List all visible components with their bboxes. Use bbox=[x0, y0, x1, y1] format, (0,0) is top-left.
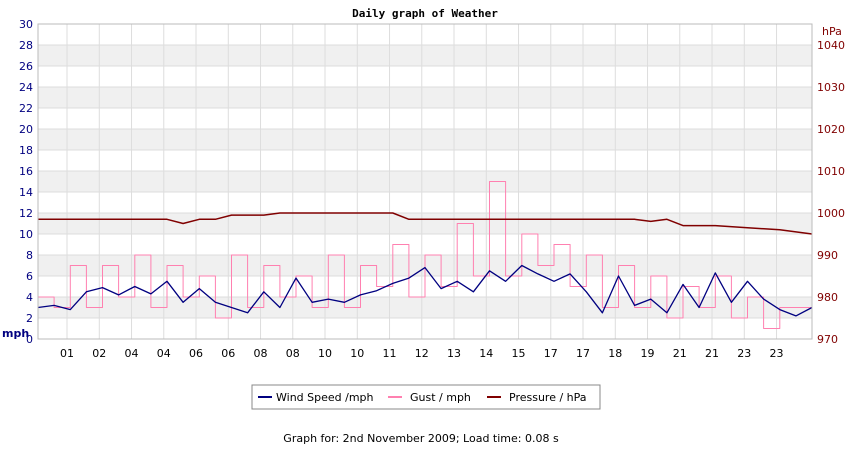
y-right-unit-label: hPa bbox=[822, 25, 842, 38]
gust-line bbox=[38, 181, 812, 329]
y-right-tick-label: 1030 bbox=[817, 81, 845, 94]
y-left-tick-label: 10 bbox=[19, 228, 33, 241]
x-tick-label: 21 bbox=[673, 347, 687, 360]
legend-wind-label: Wind Speed /mph bbox=[276, 391, 374, 404]
x-tick-label: 08 bbox=[286, 347, 300, 360]
x-tick-label: 12 bbox=[415, 347, 429, 360]
y-left-unit-label: mph bbox=[2, 327, 29, 340]
legend-pressure-label: Pressure / hPa bbox=[509, 391, 587, 404]
y-left-tick-label: 6 bbox=[26, 270, 33, 283]
y-right-tick-label: 1020 bbox=[817, 123, 845, 136]
x-tick-label: 06 bbox=[221, 347, 235, 360]
y-right-tick-label: 980 bbox=[817, 291, 838, 304]
x-tick-label: 04 bbox=[125, 347, 139, 360]
x-tick-label: 19 bbox=[641, 347, 655, 360]
x-tick-label: 06 bbox=[189, 347, 203, 360]
x-tick-label: 10 bbox=[350, 347, 364, 360]
grid-band bbox=[38, 213, 812, 234]
x-tick-label: 21 bbox=[705, 347, 719, 360]
x-tick-label: 23 bbox=[770, 347, 784, 360]
x-tick-label: 17 bbox=[576, 347, 590, 360]
plot-border bbox=[37, 23, 813, 340]
legend: Wind Speed /mph Gust / mph Pressure / hP… bbox=[251, 384, 601, 410]
x-tick-label: 23 bbox=[737, 347, 751, 360]
x-tick-label: 08 bbox=[254, 347, 268, 360]
y-left-tick-label: 26 bbox=[19, 60, 33, 73]
y-left-tick-label: 18 bbox=[19, 144, 33, 157]
x-tick-label: 10 bbox=[318, 347, 332, 360]
y-left-tick-label: 22 bbox=[19, 102, 33, 115]
x-tick-label: 11 bbox=[383, 347, 397, 360]
x-tick-label: 18 bbox=[608, 347, 622, 360]
legend-gust-label: Gust / mph bbox=[410, 391, 471, 404]
x-tick-label: 02 bbox=[92, 347, 106, 360]
plot-area: 0246810121416182022242628309709809901000… bbox=[19, 18, 845, 360]
y-left-tick-label: 4 bbox=[26, 291, 33, 304]
chart-footer: Graph for: 2nd November 2009; Load time:… bbox=[283, 432, 559, 445]
y-left-tick-label: 12 bbox=[19, 207, 33, 220]
y-right-tick-label: 1040 bbox=[817, 39, 845, 52]
y-left-tick-label: 20 bbox=[19, 123, 33, 136]
y-left-tick-label: 14 bbox=[19, 186, 33, 199]
x-tick-label: 14 bbox=[479, 347, 493, 360]
y-left-tick-label: 30 bbox=[19, 18, 33, 31]
grid-band bbox=[38, 45, 812, 66]
y-left-tick-label: 8 bbox=[26, 249, 33, 262]
y-left-tick-label: 28 bbox=[19, 39, 33, 52]
x-tick-label: 15 bbox=[512, 347, 526, 360]
grid-band bbox=[38, 129, 812, 150]
x-tick-label: 13 bbox=[447, 347, 461, 360]
wind-speed-line bbox=[37, 264, 813, 317]
y-left-tick-label: 0 bbox=[26, 333, 33, 346]
y-right-tick-label: 1010 bbox=[817, 165, 845, 178]
x-tick-label: 01 bbox=[60, 347, 74, 360]
y-right-tick-label: 1000 bbox=[817, 207, 845, 220]
x-tick-label: 04 bbox=[157, 347, 171, 360]
pressure-line bbox=[38, 212, 813, 235]
legend-box bbox=[251, 384, 601, 410]
x-tick-label: 17 bbox=[544, 347, 558, 360]
y-left-tick-label: 16 bbox=[19, 165, 33, 178]
y-right-tick-label: 990 bbox=[817, 249, 838, 262]
y-left-tick-label: 24 bbox=[19, 81, 33, 94]
y-right-tick-label: 970 bbox=[817, 333, 838, 346]
grid-band bbox=[38, 87, 812, 108]
chart-title: Daily graph of Weather bbox=[352, 7, 498, 20]
y-left-tick-label: 2 bbox=[26, 312, 33, 325]
grid-band bbox=[38, 171, 812, 192]
